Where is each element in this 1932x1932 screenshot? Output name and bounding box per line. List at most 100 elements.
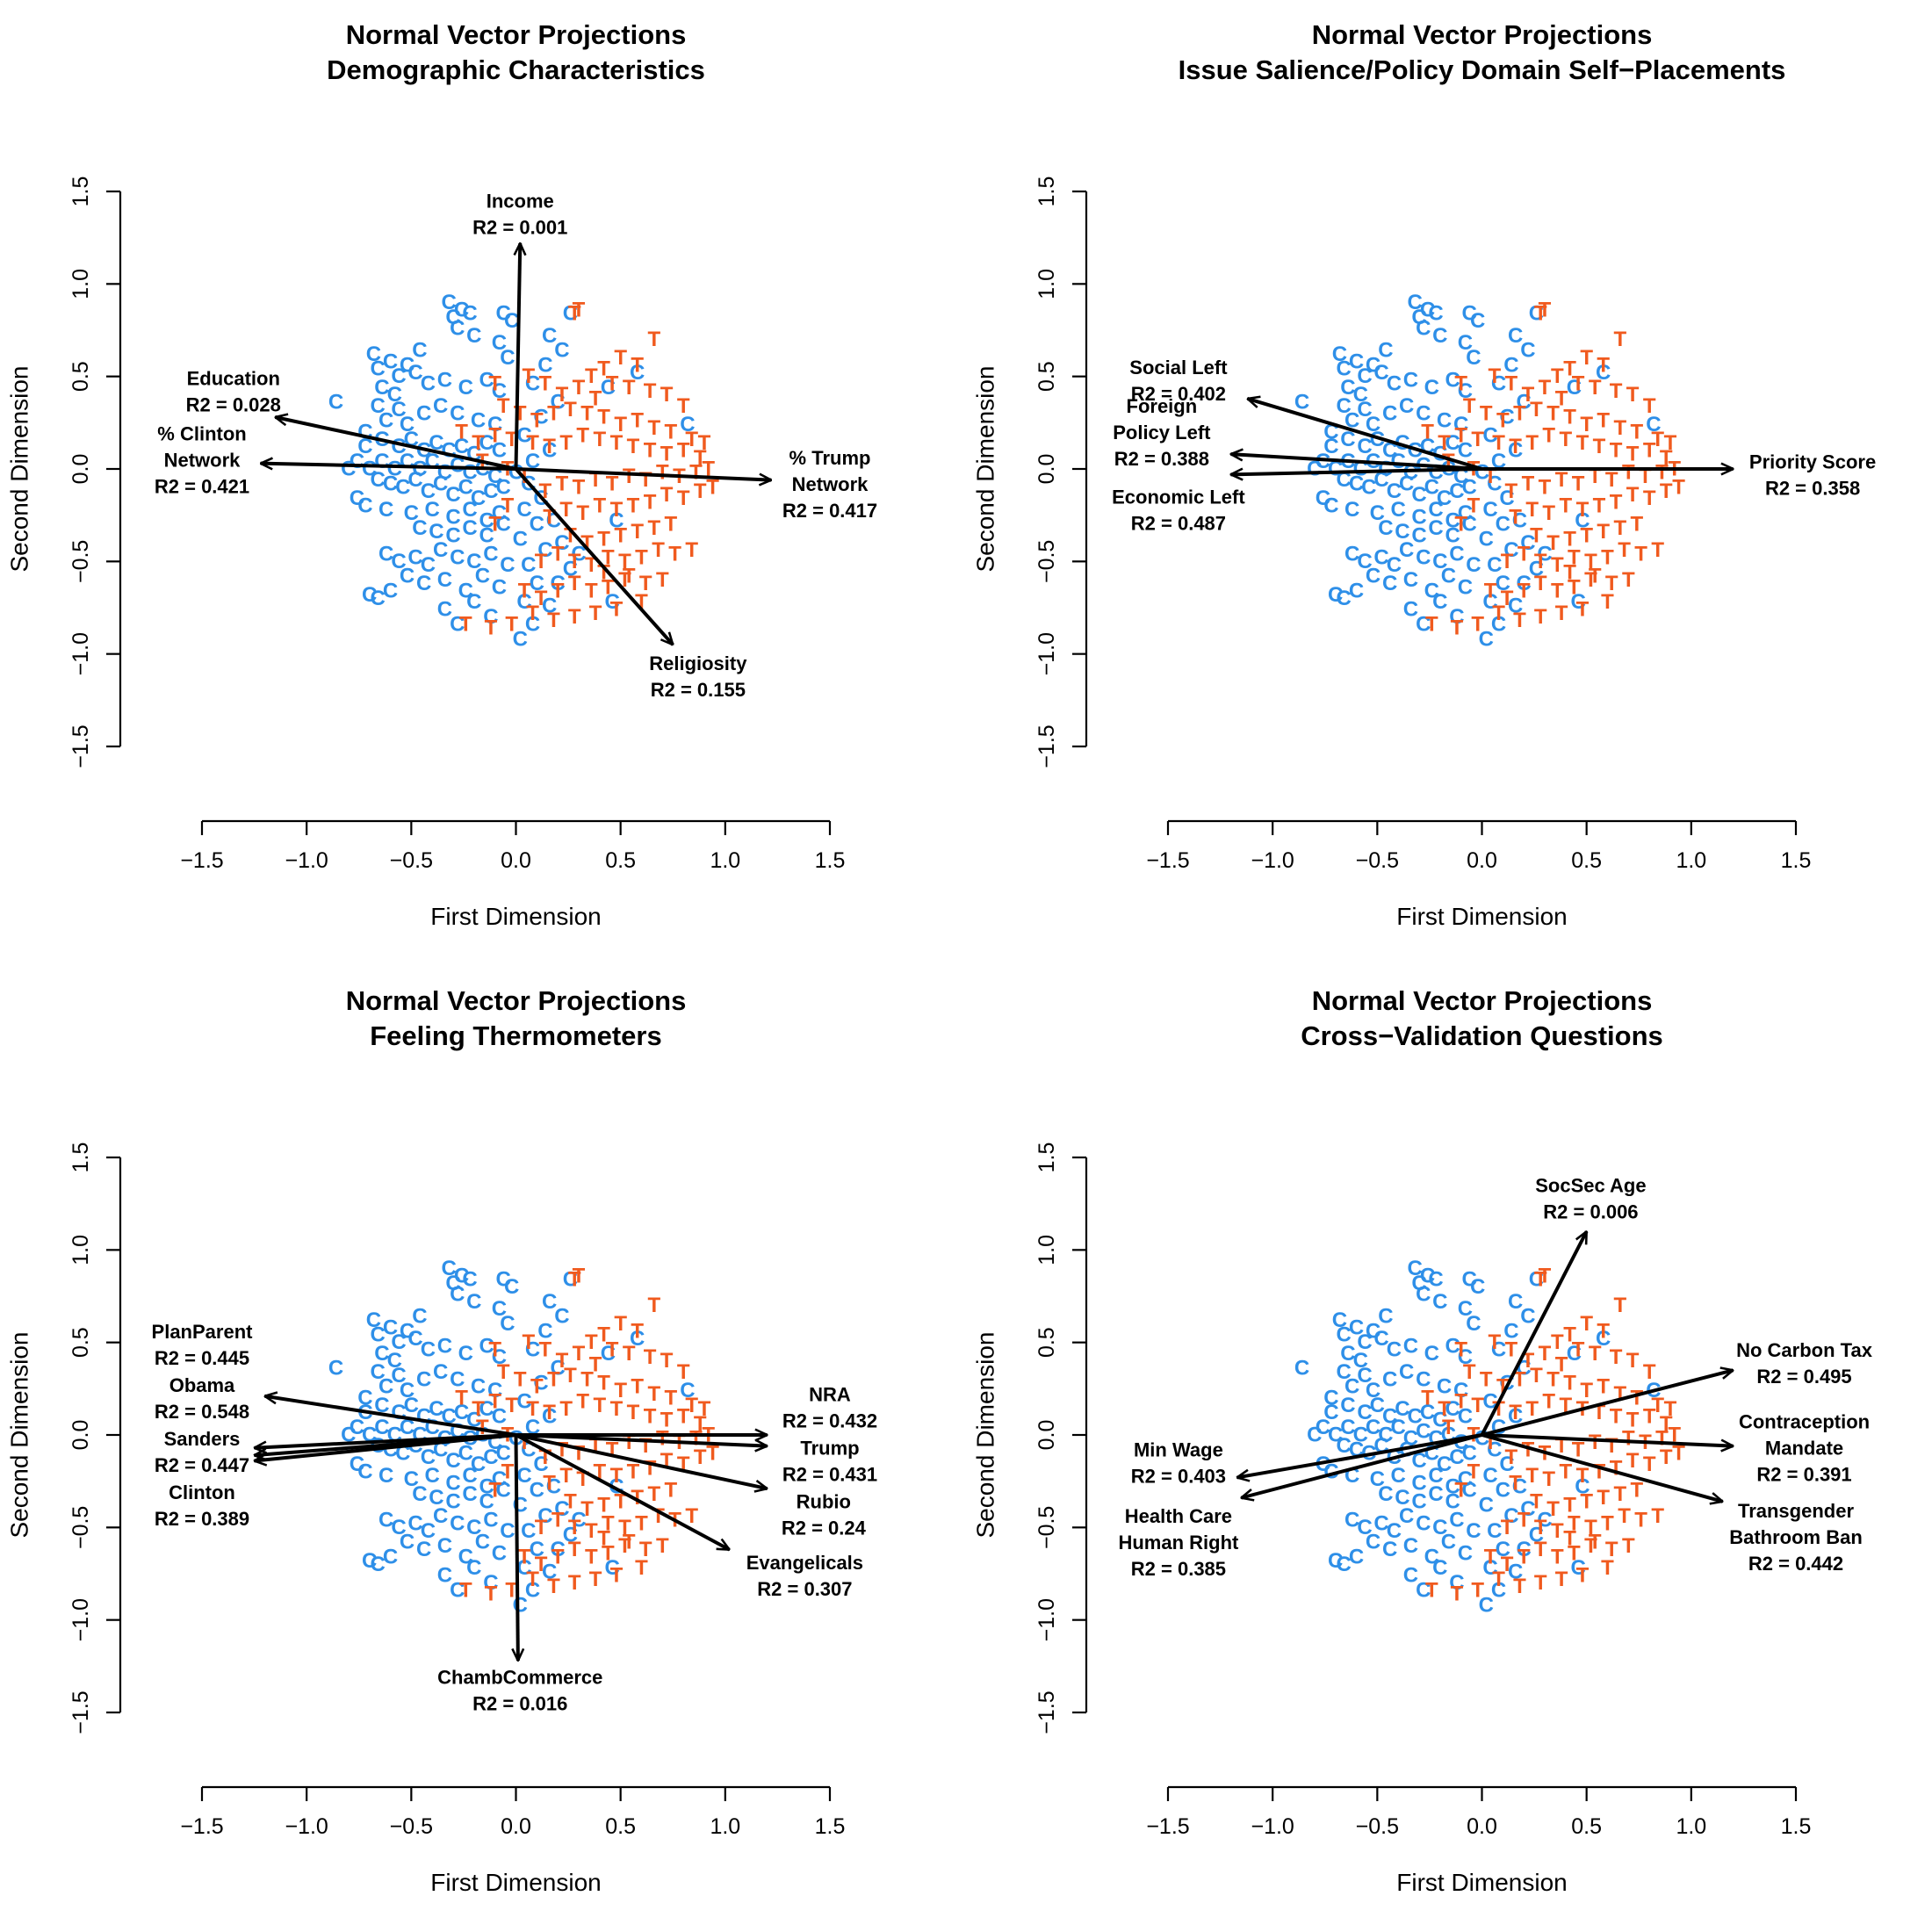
clinton-point: C bbox=[680, 1379, 695, 1402]
clinton-point: C bbox=[1332, 1308, 1347, 1332]
clinton-point: C bbox=[416, 1538, 431, 1561]
clinton-point: C bbox=[554, 339, 569, 363]
trump-point: T bbox=[1613, 516, 1626, 540]
vector-label: Foreign Policy Left R2 = 0.388 bbox=[1113, 395, 1211, 470]
clinton-point: C bbox=[407, 546, 422, 570]
clinton-point: C bbox=[604, 1556, 619, 1580]
clinton-point: C bbox=[1428, 1268, 1443, 1292]
trump-point: T bbox=[1517, 580, 1531, 603]
clinton-point: C bbox=[1353, 383, 1368, 407]
trump-point: T bbox=[585, 1519, 598, 1543]
trump-point: T bbox=[547, 1575, 560, 1598]
clinton-point: C bbox=[500, 553, 515, 577]
trump-point: T bbox=[1672, 1442, 1685, 1466]
trump-point: T bbox=[627, 1460, 640, 1484]
clinton-point: C bbox=[1479, 1494, 1494, 1517]
y-axis-label: Second Dimension bbox=[6, 365, 33, 572]
trump-point: T bbox=[547, 609, 560, 632]
trump-point: T bbox=[1546, 1497, 1560, 1521]
y-tick-label: −1.5 bbox=[1034, 1690, 1059, 1734]
clinton-point: C bbox=[1496, 1538, 1510, 1561]
trump-point: T bbox=[1551, 580, 1564, 603]
trump-point: T bbox=[1539, 376, 1552, 400]
clinton-point: C bbox=[1344, 1375, 1359, 1399]
clinton-point: C bbox=[445, 483, 460, 507]
chart-subtitle: Issue Salience/Policy Domain Self−Placem… bbox=[1179, 54, 1786, 85]
clinton-point: C bbox=[1432, 443, 1447, 466]
clinton-point: C bbox=[1382, 1538, 1397, 1561]
trump-point: T bbox=[1563, 560, 1576, 584]
clinton-point: C bbox=[1416, 1578, 1431, 1602]
clinton-point: C bbox=[1458, 1345, 1473, 1369]
trump-point: T bbox=[597, 1323, 610, 1347]
trump-point: T bbox=[702, 458, 715, 481]
trump-point: T bbox=[614, 1489, 627, 1513]
clinton-point: C bbox=[1496, 572, 1510, 595]
clinton-point: C bbox=[1337, 468, 1352, 492]
trump-point: T bbox=[1643, 438, 1656, 462]
clinton-point: C bbox=[437, 1564, 452, 1588]
clinton-point: C bbox=[516, 424, 531, 448]
clinton-point: C bbox=[1445, 1489, 1460, 1513]
vector-label-line: Evangelicals bbox=[746, 1552, 863, 1574]
clinton-point: C bbox=[1411, 1449, 1426, 1473]
clinton-point: C bbox=[1466, 346, 1481, 370]
clinton-point: C bbox=[466, 1409, 481, 1432]
clinton-point: C bbox=[383, 580, 398, 603]
trump-point: T bbox=[589, 1568, 602, 1591]
clinton-point: C bbox=[387, 458, 402, 481]
trump-point: T bbox=[1555, 468, 1568, 492]
clinton-point: C bbox=[1399, 1360, 1414, 1384]
clinton-point: C bbox=[1416, 1367, 1431, 1391]
vector-label-line: R2 = 0.487 bbox=[1131, 512, 1226, 534]
trump-point: T bbox=[665, 1479, 678, 1503]
clinton-point: C bbox=[537, 1504, 552, 1528]
trump-point: T bbox=[665, 513, 678, 537]
clinton-point: C bbox=[1349, 580, 1364, 603]
clinton-point: C bbox=[429, 431, 443, 455]
y-tick-label: 0.5 bbox=[68, 361, 93, 392]
trump-point: T bbox=[1501, 587, 1514, 610]
trump-point: T bbox=[1480, 1367, 1493, 1391]
trump-point: T bbox=[610, 1397, 624, 1421]
trump-point: T bbox=[1551, 364, 1564, 388]
clinton-point: C bbox=[1340, 1416, 1355, 1439]
trump-point: T bbox=[665, 420, 678, 443]
clinton-point: C bbox=[1491, 1578, 1506, 1602]
clinton-point: C bbox=[563, 1268, 578, 1292]
clinton-point: C bbox=[400, 354, 415, 378]
clinton-point: C bbox=[458, 1342, 473, 1366]
chart-subtitle: Demographic Characteristics bbox=[327, 54, 705, 85]
trump-point: T bbox=[1546, 531, 1560, 555]
trump-point: T bbox=[1563, 357, 1576, 381]
clinton-point: C bbox=[1441, 1531, 1456, 1554]
trump-point: T bbox=[1613, 1482, 1626, 1506]
trump-point: T bbox=[1555, 386, 1568, 410]
trump-point: T bbox=[514, 1367, 527, 1391]
clinton-point: C bbox=[454, 298, 469, 321]
clinton-point: C bbox=[450, 1578, 465, 1602]
clinton-point: C bbox=[1387, 479, 1402, 503]
clinton-point: C bbox=[1357, 1401, 1372, 1424]
clinton-point: C bbox=[404, 1394, 419, 1417]
trump-point: T bbox=[1613, 1382, 1626, 1406]
clinton-point: C bbox=[1432, 550, 1447, 573]
clinton-point: C bbox=[1482, 1556, 1497, 1580]
clinton-point: C bbox=[378, 1508, 393, 1532]
chart-subtitle: Cross−Validation Questions bbox=[1301, 1020, 1663, 1051]
trump-point: T bbox=[580, 401, 594, 425]
clinton-point: C bbox=[450, 1282, 465, 1306]
trump-point: T bbox=[1438, 431, 1451, 455]
clinton-point: C bbox=[1458, 1297, 1473, 1321]
clinton-point: C bbox=[487, 1379, 502, 1402]
clinton-point: C bbox=[421, 1519, 436, 1543]
vector-label-line: R2 = 0.388 bbox=[1114, 448, 1209, 470]
y-tick-label: 1.5 bbox=[68, 1143, 93, 1173]
clinton-point: C bbox=[571, 542, 586, 566]
clinton-point: C bbox=[542, 594, 557, 617]
trump-point: T bbox=[1551, 1546, 1564, 1569]
trump-point: T bbox=[606, 1338, 619, 1362]
clinton-point: C bbox=[1491, 1338, 1506, 1362]
clinton-point: C bbox=[1403, 598, 1418, 622]
x-axis-label: First Dimension bbox=[1396, 903, 1567, 930]
